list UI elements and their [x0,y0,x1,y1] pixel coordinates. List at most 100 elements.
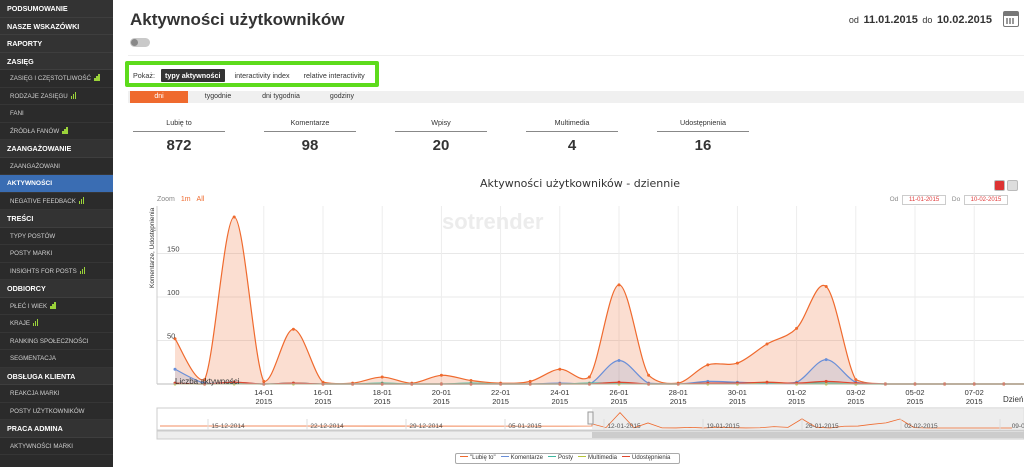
data-point-likes[interactable] [232,215,236,219]
x-tick-label-year: 2015 [788,397,805,406]
x-tick-label-year: 2015 [433,397,450,406]
data-point-likes[interactable] [617,283,621,287]
data-point-likes[interactable] [587,375,591,379]
data-point-likes[interactable] [795,326,799,330]
sidebar-item-label: NEGATIVE FEEDBACK [10,197,76,205]
sidebar-item-insights-for-posts[interactable]: INSIGHTS FOR POSTS [0,263,113,280]
scrollbar-thumb[interactable] [592,432,1024,438]
legend-item-likes[interactable]: "Lubię to" [460,455,496,461]
data-point-likes[interactable] [854,378,858,382]
sidebar-item-segmentacja[interactable]: SEGMENTACJA [0,350,113,368]
sidebar-item-label: POSTY UŻYTKOWNIKÓW [10,407,85,415]
data-point-likes[interactable] [262,379,266,383]
data-point-likes[interactable] [203,378,207,382]
sidebar-item-zasięg[interactable]: ZASIĘG [0,52,113,70]
legend-item-multimedia[interactable]: Multimedia [578,455,617,461]
sidebar-item-treści[interactable]: TREŚCI [0,210,113,228]
view-toggle[interactable] [130,38,150,47]
data-point-shares[interactable] [824,379,828,383]
navigator-scrollbar[interactable] [156,430,1024,440]
data-point-likes[interactable] [706,363,710,367]
tab-days[interactable]: dni [130,91,188,103]
data-point-likes[interactable] [528,379,532,383]
show-label: Pokaż: [133,71,155,80]
sidebar-item-rodzaje-zasięgu[interactable]: RODZAJE ZASIĘGU [0,88,113,105]
data-point-likes[interactable] [735,361,739,365]
sidebar-item-label: ZAANGAŻOWANIE [7,144,72,153]
data-point-likes[interactable] [469,379,473,383]
sidebar-item-nasze-wskazówki[interactable]: NASZE WSKAZÓWKI [0,17,113,35]
legend-item-comments[interactable]: Komentarze [500,455,543,461]
sidebar-item-płeć-i-wiek[interactable]: PŁEĆ I WIEK [0,298,113,315]
sidebar-item-raporty[interactable]: RAPORTY [0,35,113,53]
granularity-tabs: dni tygodnie dni tygodnia godziny [128,91,1024,103]
data-point-likes[interactable] [173,337,177,341]
navigator-handle-left[interactable] [587,411,594,425]
y-axis-title: Liczba aktywności [175,377,240,386]
sidebar-item-negative-feedback[interactable]: NEGATIVE FEEDBACK [0,193,113,210]
date-to[interactable]: 10.02.2015 [936,14,992,26]
series-area-comments [175,359,1024,384]
print-icon[interactable] [994,180,1005,191]
sidebar-item-ranking-społeczności[interactable]: RANKING SPOŁECZNOŚCI [0,333,113,350]
calendar-icon[interactable] [1003,11,1019,27]
data-point-likes[interactable] [439,373,443,377]
data-point-likes[interactable] [291,327,295,331]
download-icon[interactable] [1007,180,1018,191]
legend-item-posts[interactable]: Posty [547,455,573,461]
data-point-likes[interactable] [380,375,384,379]
sidebar-item-praca-admina[interactable]: PRACA ADMINA [0,420,113,438]
sidebar-item-label: TYPY POSTÓW [10,232,56,240]
sidebar-item-reakcja-marki[interactable]: REAKCJA MARKI [0,385,113,403]
sidebar-item-zasięg-i-częstotliwość[interactable]: ZASIĘG I CZĘSTOTLIWOŚĆ [0,70,113,88]
x-tick-label: 03-02 [846,388,865,397]
to-input[interactable]: 10-02-2015 [964,195,1008,205]
sidebar-item-zaangażowanie[interactable]: ZAANGAŻOWANIE [0,140,113,158]
zoom-1m-button[interactable]: 1m [180,196,191,203]
stat-label: Komentarze [264,118,356,132]
x-tick-label-year: 2015 [966,397,983,406]
data-point-likes[interactable] [765,342,769,346]
show-option-activity-types[interactable]: typy aktywności [160,69,225,82]
from-input[interactable]: 11-01-2015 [902,195,947,205]
sidebar-item-aktywności[interactable]: AKTYWNOŚCI [0,175,113,193]
tab-weekdays[interactable]: dni tygodnia [262,93,300,100]
zoom-all-button[interactable]: All [196,196,205,203]
date-range[interactable]: od 11.01.2015 do 10.02.2015 [849,14,994,26]
show-option-relative-interactivity[interactable]: relative interactivity [303,71,365,80]
divider [128,55,1024,56]
data-point-shares[interactable] [617,380,621,384]
legend-item-shares[interactable]: Udostępnienia [622,455,670,461]
sidebar-item-zaangażowani[interactable]: ZAANGAŻOWANI [0,158,113,175]
sidebar-item-obsługa-klienta[interactable]: OBSŁUGA KLIENTA [0,367,113,385]
stat-shares: Udostępnienia 16 [654,118,752,154]
sidebar-item-kraje[interactable]: KRAJE [0,315,113,333]
tab-weeks[interactable]: tygodnie [204,93,232,100]
data-point-shares[interactable] [765,380,769,384]
data-point-comments[interactable] [617,359,621,363]
data-point-comments[interactable] [824,358,828,362]
sidebar-item-label: AKTYWNOŚCI MARKI [10,442,73,450]
watermark: sotrender [442,209,544,234]
show-option-interactivity-index[interactable]: interactivity index [234,71,290,80]
sidebar-item-podsumowanie[interactable]: PODSUMOWANIE [0,0,113,18]
sidebar-item-aktywności-marki[interactable]: AKTYWNOŚCI MARKI [0,438,113,455]
x-tick-label-year: 2015 [670,397,687,406]
navigator-selection[interactable] [592,408,1024,430]
date-from[interactable]: 11.01.2015 [863,14,918,26]
x-tick-label: 24-01 [550,388,569,397]
sidebar-item-źródła-fanów[interactable]: ŹRÓDŁA FANÓW [0,123,113,140]
data-point-likes[interactable] [558,367,562,371]
x-tick-label: 26-01 [609,388,628,397]
data-point-likes[interactable] [647,373,651,377]
sidebar-item-odbiorcy[interactable]: ODBIORCY [0,280,113,298]
tab-hours[interactable]: godziny [329,93,355,100]
sidebar-item-posty-marki[interactable]: POSTY MARKI [0,245,113,263]
data-point-likes[interactable] [824,285,828,289]
sidebar-item-label: PŁEĆ I WIEK [10,302,48,310]
sidebar-item-typy-postów[interactable]: TYPY POSTÓW [0,228,113,245]
sidebar-item-fani[interactable]: FANI [0,105,113,123]
sidebar-item-posty-użytkowników[interactable]: POSTY UŻYTKOWNIKÓW [0,403,113,420]
data-point-comments[interactable] [173,367,177,371]
data-point-shares[interactable] [232,380,236,384]
